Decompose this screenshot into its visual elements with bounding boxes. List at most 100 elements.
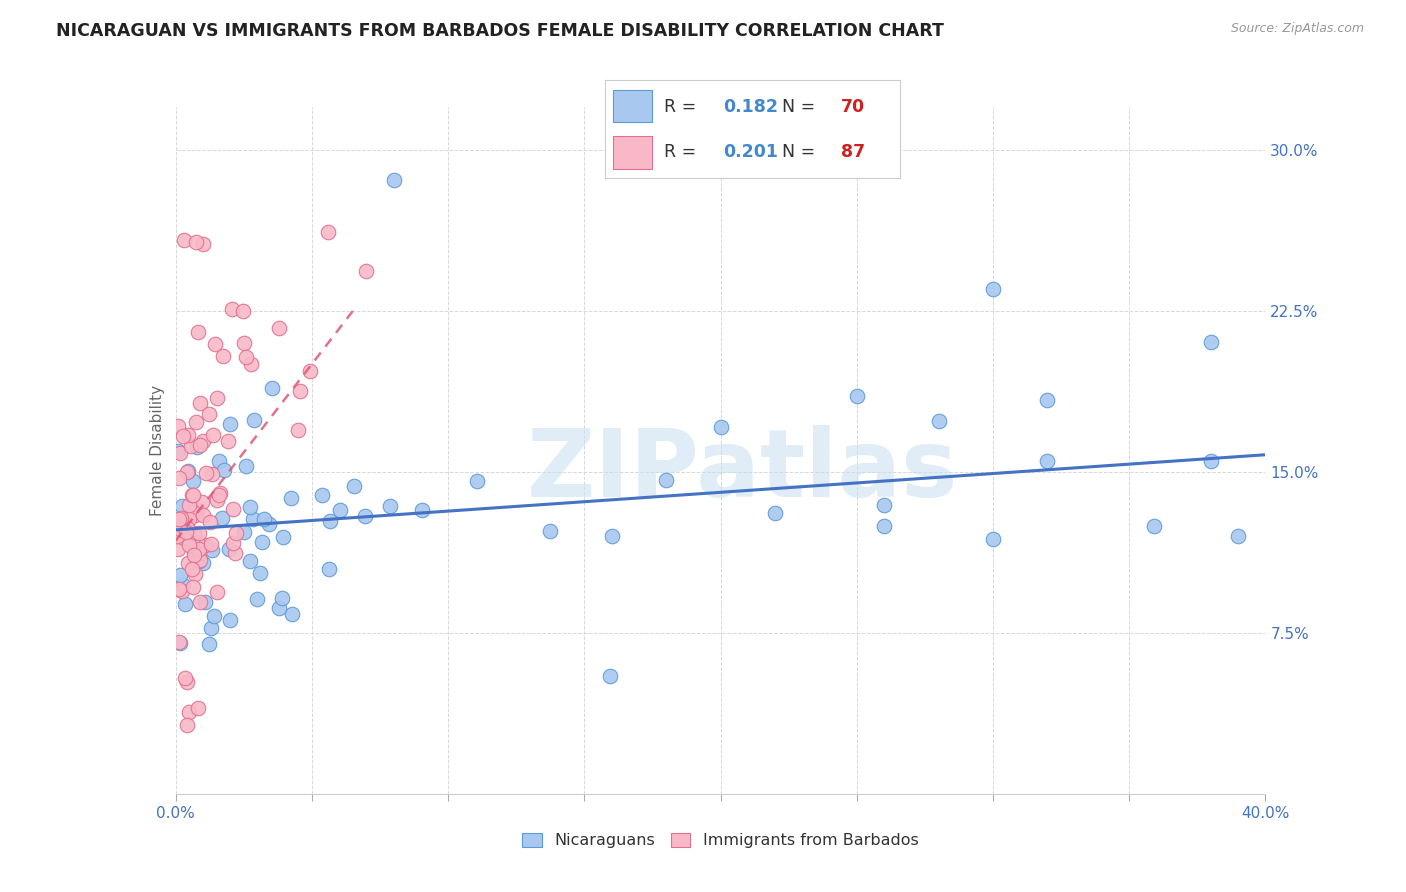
Point	[253, 511, 276, 525]
Point	[188, 438, 211, 452]
Point	[180, 440, 202, 454]
Point	[354, 508, 377, 523]
Point	[201, 428, 224, 442]
Point	[186, 440, 208, 454]
Point	[201, 543, 224, 558]
Point	[183, 508, 205, 522]
Point	[222, 502, 245, 516]
Legend: Nicaraguans, Immigrants from Barbados: Nicaraguans, Immigrants from Barbados	[516, 826, 925, 855]
Point	[981, 283, 1004, 297]
Point	[188, 552, 211, 566]
Point	[204, 336, 226, 351]
Point	[1036, 392, 1059, 407]
Point	[202, 609, 225, 624]
Point	[170, 584, 193, 599]
Point	[928, 414, 950, 428]
Point	[177, 464, 200, 478]
Point	[1199, 334, 1222, 349]
Text: N =: N =	[782, 98, 815, 116]
Point	[200, 537, 222, 551]
Point	[198, 407, 221, 421]
Point	[599, 668, 621, 682]
Point	[167, 582, 190, 596]
Point	[176, 521, 198, 535]
Point	[181, 505, 204, 519]
Point	[287, 423, 309, 437]
Point	[184, 235, 207, 249]
Point	[183, 545, 205, 559]
Text: R =: R =	[664, 98, 702, 116]
Point	[188, 396, 211, 410]
Point	[193, 539, 215, 553]
Point	[181, 488, 204, 502]
Point	[211, 511, 233, 525]
Point	[174, 525, 197, 540]
Point	[191, 434, 214, 448]
Point	[221, 302, 243, 317]
Point	[873, 518, 896, 533]
Point	[212, 463, 235, 477]
Point	[208, 488, 231, 502]
Point	[600, 529, 623, 543]
Point	[167, 470, 190, 484]
Point	[1227, 529, 1250, 543]
Point	[271, 591, 294, 605]
Point	[186, 701, 209, 715]
Point	[382, 173, 405, 187]
Point	[169, 568, 191, 582]
Point	[177, 499, 200, 513]
Text: 0.182: 0.182	[723, 98, 778, 116]
Point	[232, 304, 254, 318]
Point	[169, 515, 191, 529]
Point	[177, 512, 200, 526]
Point	[172, 578, 194, 592]
Point	[194, 466, 217, 480]
Point	[176, 718, 198, 732]
Point	[177, 427, 200, 442]
Text: R =: R =	[664, 143, 702, 161]
Point	[169, 512, 191, 526]
Point	[180, 534, 202, 549]
FancyBboxPatch shape	[613, 90, 652, 122]
Point	[176, 675, 198, 690]
Point	[225, 526, 247, 541]
Point	[873, 498, 896, 512]
Point	[176, 465, 198, 479]
Point	[186, 326, 209, 340]
Point	[200, 621, 222, 635]
Point	[191, 237, 214, 252]
Point	[198, 516, 221, 530]
Point	[169, 522, 191, 536]
Point	[209, 486, 232, 500]
Point	[845, 389, 868, 403]
Point	[1036, 454, 1059, 468]
Point	[212, 350, 235, 364]
Point	[198, 637, 221, 651]
Point	[981, 532, 1004, 546]
Point	[176, 556, 198, 570]
Point	[191, 508, 214, 522]
Point	[167, 418, 190, 433]
Point	[1143, 518, 1166, 533]
Point	[172, 429, 194, 443]
Point	[184, 544, 207, 558]
Point	[181, 488, 204, 502]
Text: NICARAGUAN VS IMMIGRANTS FROM BARBADOS FEMALE DISABILITY CORRELATION CHART: NICARAGUAN VS IMMIGRANTS FROM BARBADOS F…	[56, 22, 943, 40]
Point	[235, 458, 257, 473]
Point	[343, 478, 366, 492]
Point	[235, 350, 257, 364]
Point	[288, 384, 311, 399]
Point	[169, 635, 191, 649]
Point	[207, 392, 229, 406]
Point	[318, 562, 340, 576]
Point	[170, 499, 193, 513]
Point	[280, 491, 302, 505]
Point	[246, 591, 269, 606]
Point	[186, 503, 208, 517]
Point	[183, 566, 205, 581]
Point	[232, 336, 254, 351]
Point	[208, 454, 231, 468]
Point	[183, 548, 205, 562]
Text: 70: 70	[841, 98, 865, 116]
Point	[166, 519, 188, 533]
